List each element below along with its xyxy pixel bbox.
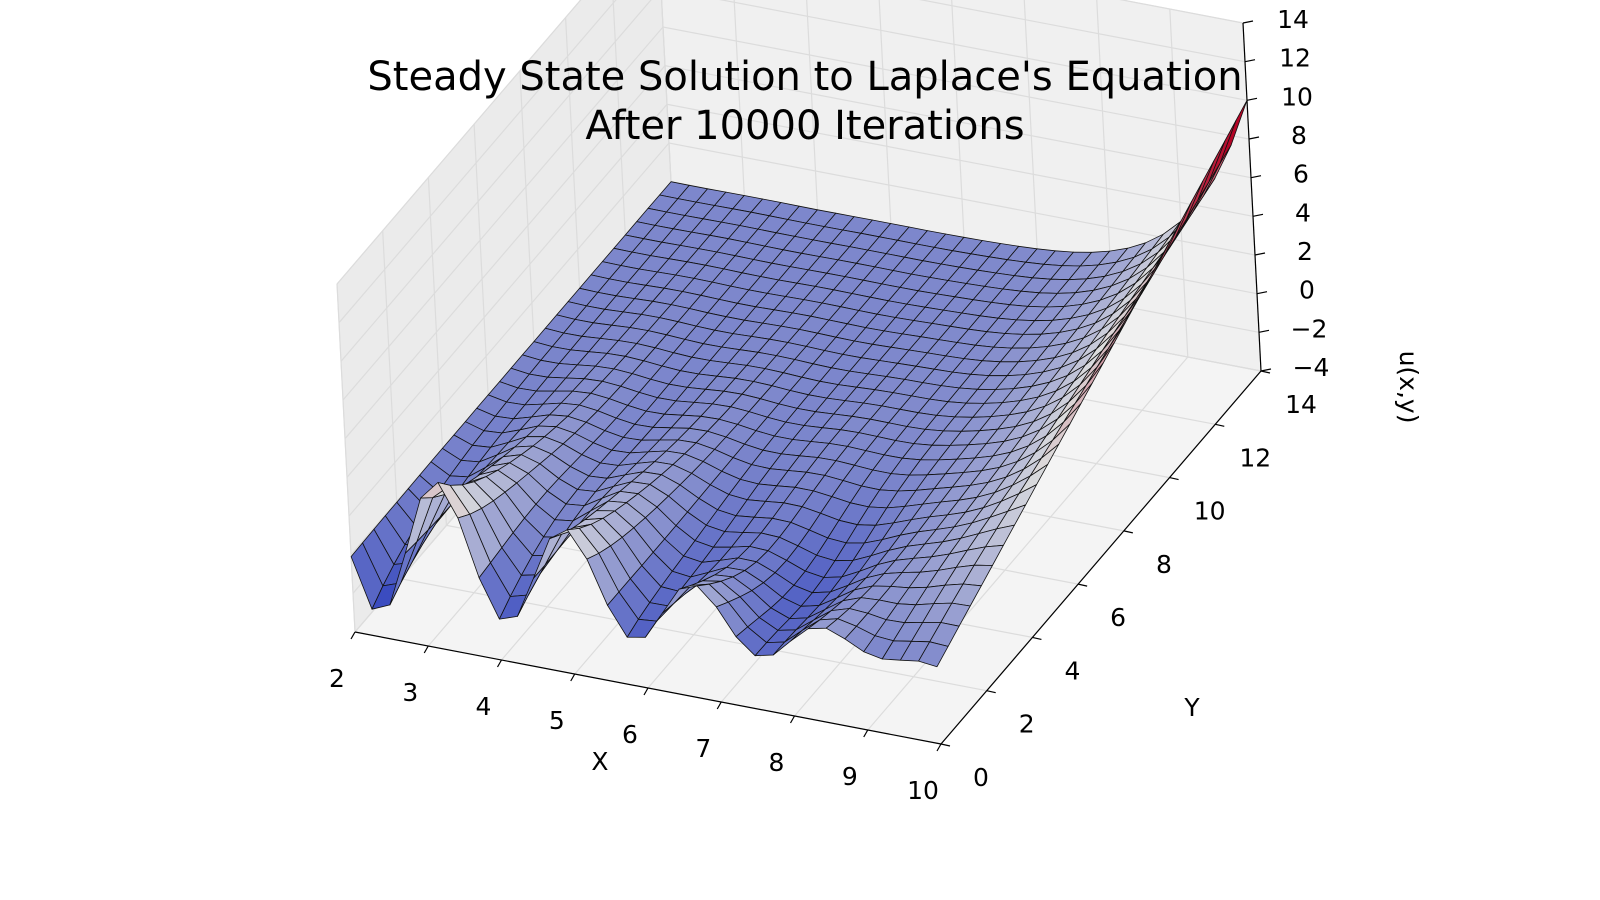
y-tick (1169, 476, 1179, 481)
x-tick-label: 2 (329, 664, 345, 693)
x-tick (936, 743, 942, 752)
y-tick-label: 2 (1019, 710, 1035, 739)
z-tick (1254, 252, 1266, 256)
y-tick (1032, 636, 1042, 641)
x-tick (423, 645, 429, 654)
z-tick-label: 14 (1277, 5, 1309, 34)
x-tick-label: 3 (402, 678, 418, 707)
z-tick-label: 0 (1299, 276, 1315, 305)
y-tick (1260, 370, 1271, 374)
z-tick (1258, 329, 1270, 333)
z-gridline (342, 26, 1250, 401)
z-tick-label: 10 (1281, 82, 1313, 111)
z-axis-label: u(x,y) (1394, 351, 1423, 424)
z-tick-label: 8 (1291, 121, 1307, 150)
z-tick-label: 4 (1295, 198, 1311, 227)
z-gridline (340, 0, 1248, 362)
y-tick (986, 690, 996, 694)
x-tick (643, 687, 649, 696)
z-tick (1252, 213, 1264, 217)
z-tick (1250, 175, 1262, 179)
y-tick-label: 12 (1239, 443, 1271, 472)
z-tick-label: 2 (1297, 237, 1313, 266)
y-tick (940, 743, 951, 747)
z-tick (1248, 136, 1260, 140)
x-tick (863, 729, 869, 738)
y-tick-label: 14 (1285, 390, 1317, 419)
chart-title-line2: After 10000 Iterations (585, 103, 1024, 149)
x-tick-label: 10 (907, 776, 939, 805)
y-tick-label: 10 (1194, 497, 1226, 526)
x-tick (496, 659, 503, 668)
z-tick (1256, 291, 1268, 295)
z-gridline (338, 0, 1246, 324)
y-tick (1123, 530, 1133, 534)
z-tick-label: 12 (1279, 44, 1311, 73)
x-tick (570, 673, 576, 682)
z-tick-label: −4 (1293, 353, 1330, 382)
chart-title-line1: Steady State Solution to Laplace's Equat… (367, 54, 1242, 100)
y-tick-label: 4 (1064, 656, 1080, 685)
y-tick-label: 6 (1110, 603, 1126, 632)
x-tick-label: 9 (842, 762, 858, 791)
z-gridline (344, 65, 1252, 440)
tick-marks (350, 20, 1272, 752)
surface-patch (918, 641, 949, 668)
z-tick-label: −2 (1291, 314, 1328, 343)
y-tick (1078, 583, 1088, 587)
z-tick (1242, 20, 1254, 24)
z-gridline (348, 142, 1256, 517)
y-axis-label: Y (1183, 693, 1200, 722)
z-tick (1260, 368, 1272, 372)
x-tick (350, 631, 356, 640)
z-tick (1246, 97, 1258, 101)
z-gridline (336, 0, 1244, 285)
z-axis-line (1242, 22, 1262, 372)
y-tick (1215, 423, 1225, 427)
z-tick-label: 6 (1293, 160, 1309, 189)
y-axis-line (940, 370, 1262, 745)
z-gridline (346, 103, 1254, 478)
x-tick-label: 4 (476, 692, 492, 721)
x-tick-label: 5 (549, 706, 565, 735)
x-tick (789, 715, 796, 724)
y-tick-label: 8 (1156, 550, 1172, 579)
x-axis-label: X (591, 747, 608, 776)
x-tick-label: 7 (695, 734, 711, 763)
x-tick-label: 8 (769, 748, 785, 777)
z-tick (1244, 59, 1256, 63)
y-tick-label: 0 (973, 763, 989, 792)
surface-mesh (350, 99, 1248, 668)
x-tick (716, 701, 722, 710)
x-tick-label: 6 (622, 720, 638, 749)
